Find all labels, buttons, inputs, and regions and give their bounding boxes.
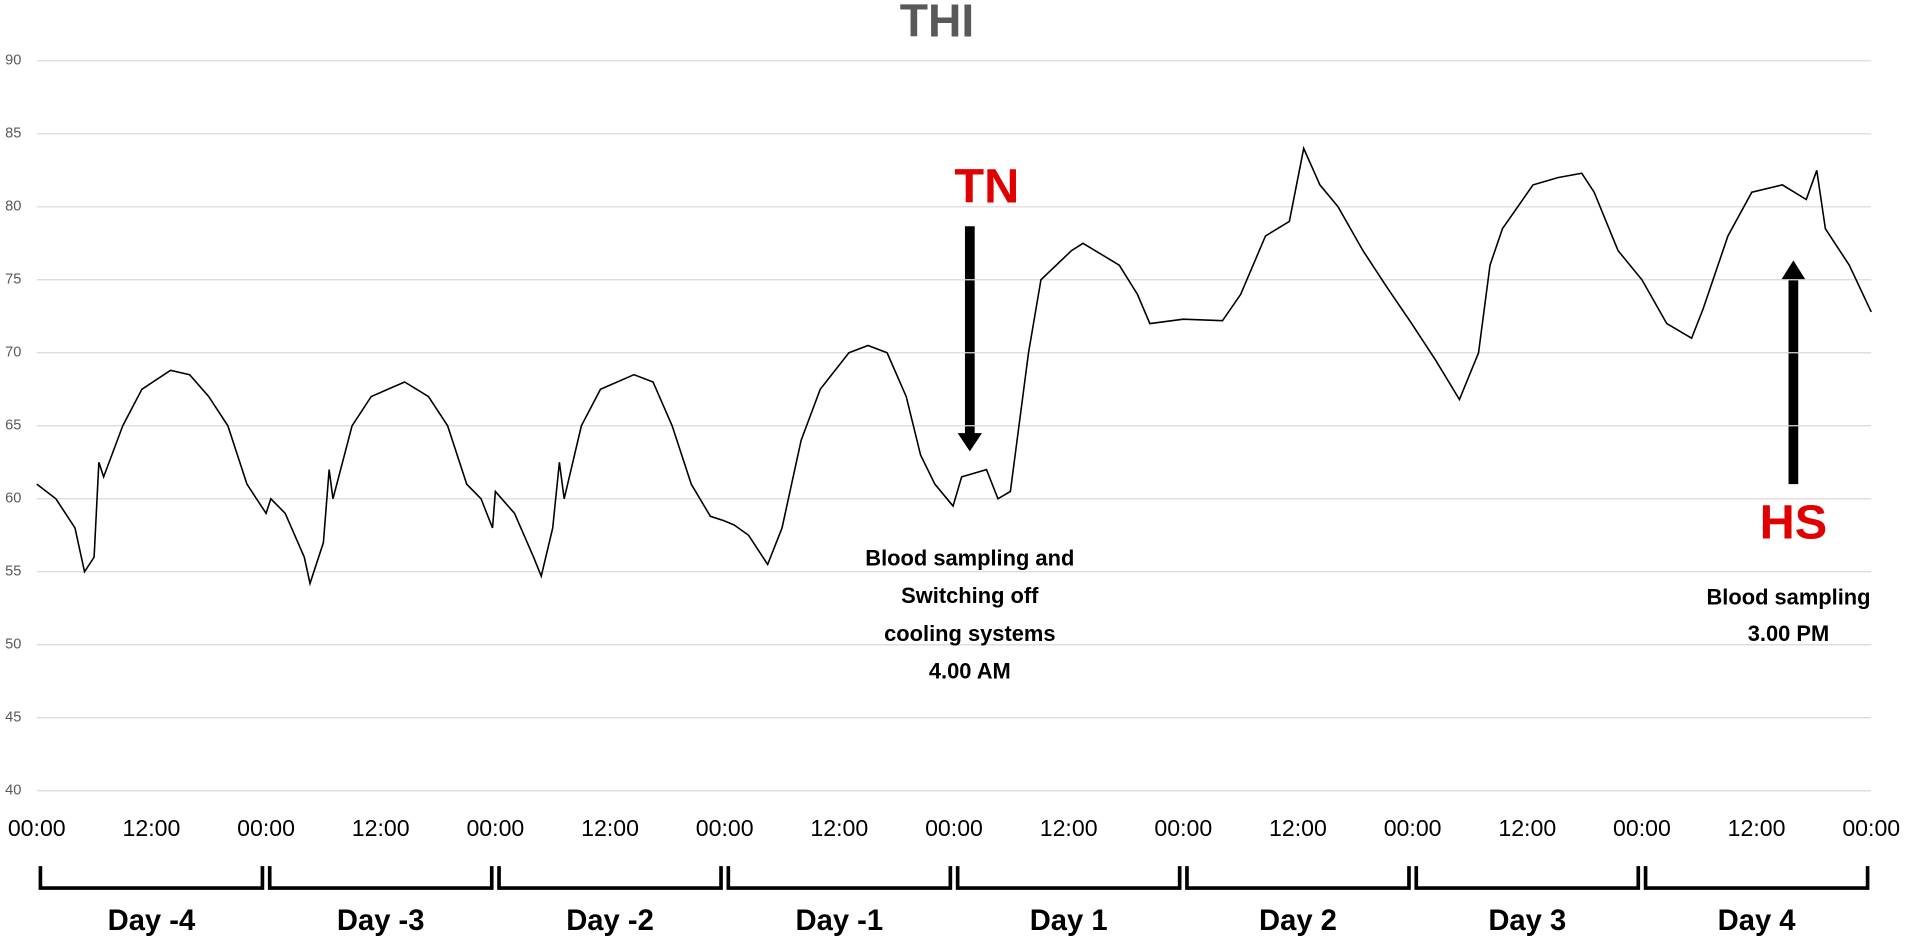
chart-title: THI	[900, 0, 974, 47]
x-tick-label: 00:00	[1154, 815, 1212, 841]
day-bracket	[38, 866, 265, 890]
day-bracket	[726, 866, 953, 890]
x-tick-label: 00:00	[925, 815, 983, 841]
hs-arrow-head	[1781, 260, 1806, 280]
day-label: Day -4	[108, 905, 196, 937]
day-bracket	[1414, 866, 1641, 890]
y-tick-label: 75	[5, 272, 21, 288]
annotation-note: Blood sampling	[1706, 584, 1870, 609]
y-tick-label: 85	[5, 126, 21, 142]
x-tick-label: 12:00	[1040, 815, 1098, 841]
annotation-label: TN	[954, 160, 1019, 214]
y-tick-label: 90	[5, 53, 21, 69]
day-label: Day 4	[1718, 905, 1797, 937]
day-bracket	[267, 866, 494, 890]
day-bracket	[497, 866, 723, 890]
annotation-label: HS	[1760, 495, 1828, 549]
x-tick-label: 12:00	[581, 815, 639, 841]
day-label: Day 1	[1030, 905, 1108, 937]
y-tick-label: 80	[5, 199, 21, 215]
x-tick-label: 12:00	[1269, 815, 1327, 841]
x-tick-label: 00:00	[8, 815, 66, 841]
annotation-note: Blood sampling and	[865, 545, 1074, 570]
thi-line	[36, 145, 1872, 587]
x-tick-label: 12:00	[1498, 815, 1556, 841]
y-tick-label: 70	[5, 345, 21, 361]
x-tick-label: 12:00	[352, 815, 410, 841]
tn-arrow-head	[957, 433, 982, 452]
x-tick-label: 00:00	[237, 815, 295, 841]
day-label: Day -2	[566, 905, 654, 937]
annotation-note: 3.00 PM	[1748, 621, 1829, 646]
day-bracket	[1643, 866, 1870, 890]
x-tick-label: 00:00	[696, 815, 754, 841]
day-bracket	[1185, 866, 1411, 890]
x-tick-label: 00:00	[1842, 815, 1900, 841]
x-tick-label: 00:00	[466, 815, 524, 841]
day-label: Day -3	[337, 905, 425, 937]
day-label: Day 3	[1488, 905, 1566, 937]
annotation-note: Switching off	[901, 583, 1039, 608]
y-tick-label: 45	[5, 710, 21, 726]
x-tick-label: 00:00	[1384, 815, 1442, 841]
y-tick-label: 65	[5, 418, 21, 434]
day-bracket	[955, 866, 1182, 890]
x-tick-label: 12:00	[122, 815, 180, 841]
day-label: Day 2	[1259, 905, 1337, 937]
annotation-note: cooling systems	[884, 621, 1055, 646]
day-label: Day -1	[796, 905, 884, 937]
annotation-note: 4.00 AM	[929, 659, 1011, 684]
y-tick-label: 40	[5, 783, 21, 799]
y-tick-label: 50	[5, 637, 21, 653]
x-tick-label: 00:00	[1613, 815, 1671, 841]
x-tick-label: 12:00	[1728, 815, 1786, 841]
y-tick-label: 60	[5, 491, 21, 507]
x-tick-label: 12:00	[810, 815, 868, 841]
y-tick-label: 55	[5, 564, 21, 580]
